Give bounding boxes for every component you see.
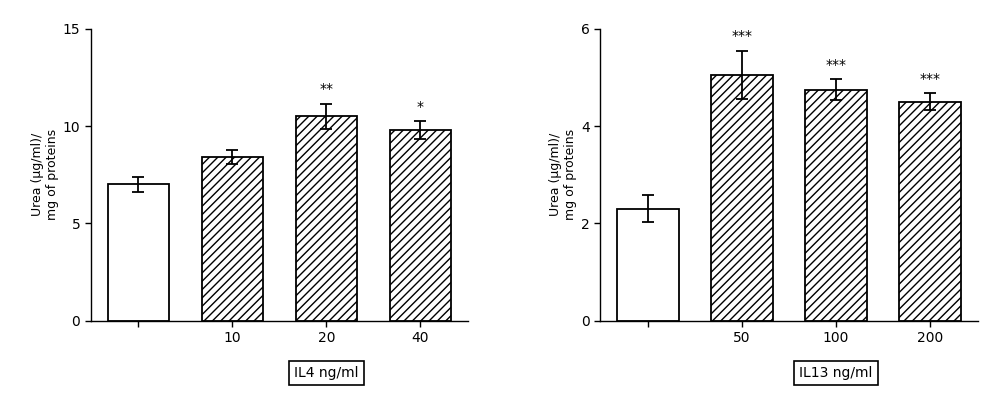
Text: IL4 ng/ml: IL4 ng/ml — [294, 366, 359, 380]
Bar — [712, 75, 772, 321]
Bar — [296, 116, 357, 321]
Bar — [805, 90, 867, 321]
Y-axis label: Urea (μg/ml)/
mg of proteins: Urea (μg/ml)/ mg of proteins — [30, 129, 58, 220]
Text: ***: *** — [919, 72, 940, 85]
Text: ***: *** — [732, 29, 753, 44]
Bar — [202, 157, 263, 321]
Text: *: * — [417, 100, 424, 114]
Bar — [899, 102, 961, 321]
Y-axis label: Urea (μg/ml)/
mg of proteins: Urea (μg/ml)/ mg of proteins — [548, 129, 577, 220]
Bar — [390, 130, 451, 321]
Bar — [618, 209, 678, 321]
Text: ***: *** — [826, 58, 847, 72]
Text: IL13 ng/ml: IL13 ng/ml — [799, 366, 873, 380]
Text: **: ** — [320, 82, 334, 96]
Bar — [108, 185, 169, 321]
